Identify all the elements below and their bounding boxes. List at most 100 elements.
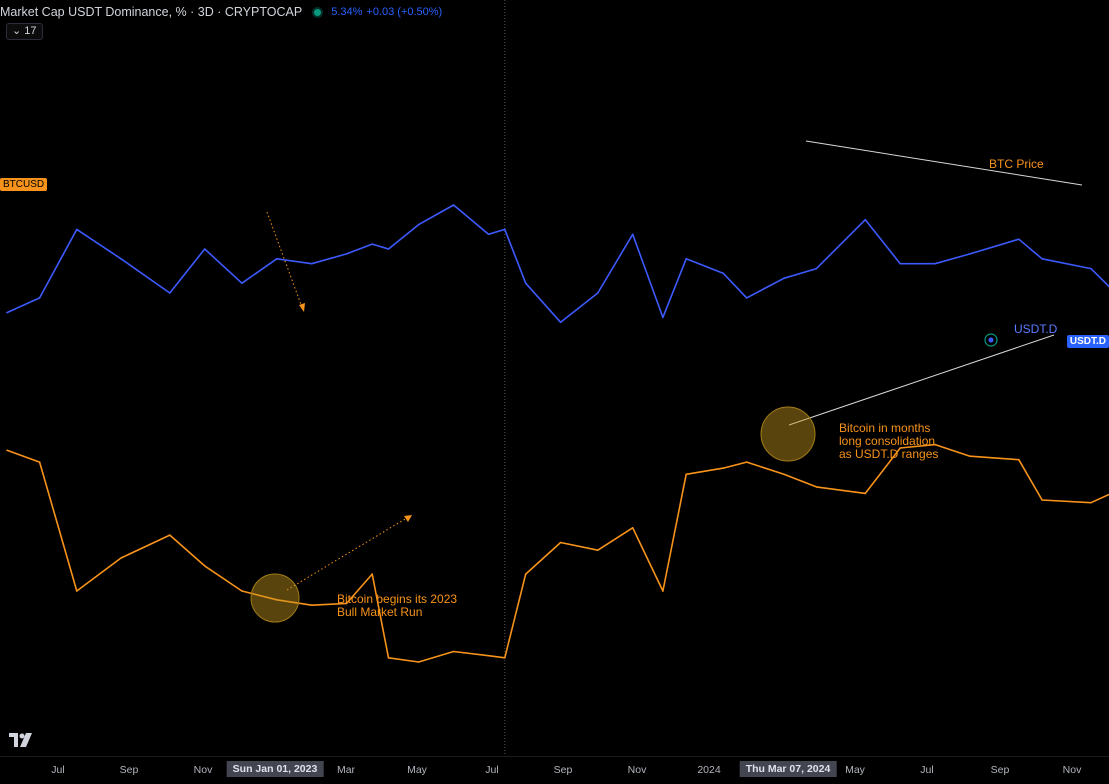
value-change: +0.03 (+0.50%) xyxy=(366,6,443,18)
data-point xyxy=(417,661,420,663)
series-layer xyxy=(6,204,1109,663)
data-point xyxy=(631,233,634,236)
data-point xyxy=(310,262,313,265)
consolidation-highlight-circle xyxy=(760,406,816,462)
consolidation-annotation: as USDT.D ranges xyxy=(839,447,938,461)
time-axis-label: Nov xyxy=(627,764,647,776)
data-point xyxy=(524,573,527,575)
series-line xyxy=(6,443,1109,663)
collapse-chevron-icon: ⌄ xyxy=(12,25,22,37)
data-point xyxy=(38,461,41,463)
data-point xyxy=(487,233,490,236)
bull-run-annotation: Bull Market Run xyxy=(337,605,422,619)
time-axis-label: Jul xyxy=(920,764,934,776)
data-point xyxy=(203,565,206,567)
usdt-d-label: USDT.D xyxy=(1014,322,1058,336)
data-point xyxy=(783,277,785,280)
data-point xyxy=(345,602,348,605)
time-axis-label: 2024 xyxy=(697,764,721,776)
data-point xyxy=(662,316,664,319)
chart-header: Market Cap USDT Dominance, % · 3D · CRYP… xyxy=(0,4,442,20)
data-point xyxy=(241,282,243,285)
btc-price-tag[interactable]: BTCUSD xyxy=(0,178,48,191)
last-value-marker-icon xyxy=(984,333,998,347)
usdt-decline-arrow xyxy=(266,211,304,311)
data-point xyxy=(662,590,664,592)
time-axis-label: Sep xyxy=(119,764,139,776)
data-point xyxy=(1018,458,1020,461)
time-axis-label: Jul xyxy=(51,764,65,776)
data-point xyxy=(722,272,725,275)
data-point xyxy=(597,292,599,294)
usdt-support-trendline xyxy=(788,334,1055,426)
data-point xyxy=(6,311,8,314)
data-point xyxy=(783,473,785,476)
market-status-icon xyxy=(314,8,322,16)
time-axis-label: May xyxy=(407,764,427,776)
data-point xyxy=(345,253,348,255)
time-axis-label: Sep xyxy=(990,764,1010,776)
data-point xyxy=(969,455,971,458)
data-point xyxy=(559,321,562,324)
time-axis-label: Mar xyxy=(336,764,356,776)
data-point xyxy=(1041,499,1043,501)
data-point xyxy=(722,467,725,469)
data-point xyxy=(815,486,818,488)
data-point xyxy=(6,449,8,452)
data-point xyxy=(685,473,687,476)
data-point xyxy=(76,590,78,592)
data-point xyxy=(1018,238,1020,240)
data-point xyxy=(120,557,122,559)
data-point xyxy=(417,223,420,226)
data-point xyxy=(276,599,278,601)
data-point xyxy=(387,657,390,659)
data-point xyxy=(559,541,562,544)
data-point xyxy=(899,447,901,449)
data-point xyxy=(524,282,527,285)
data-point xyxy=(487,654,490,657)
data-point xyxy=(1041,258,1043,260)
consolidation-annotation: long consolidation xyxy=(839,434,935,448)
time-axis-label: Nov xyxy=(193,764,213,776)
arrowhead-icon xyxy=(299,303,305,312)
data-point xyxy=(934,262,936,265)
bull-run-annotation: Bitcoin begins its 2023 xyxy=(337,592,457,606)
last-value-dot xyxy=(988,337,994,343)
btc-rise-arrow xyxy=(286,515,411,591)
btc-resistance-trendline xyxy=(805,140,1083,186)
consolidation-annotation: Bitcoin in months xyxy=(839,421,930,435)
data-point xyxy=(387,248,390,250)
btc-price-label: BTC Price xyxy=(989,157,1044,171)
data-point xyxy=(504,657,506,659)
data-point xyxy=(371,573,374,575)
time-axis-label: Sep xyxy=(553,764,573,776)
data-point xyxy=(76,228,78,231)
data-point xyxy=(934,443,936,446)
time-axis-label: Nov xyxy=(1062,764,1082,776)
data-point xyxy=(815,267,818,270)
data-point xyxy=(276,258,278,260)
data-point xyxy=(203,248,206,250)
chart-grid xyxy=(504,0,506,756)
data-point xyxy=(371,243,374,245)
time-axis-divider xyxy=(0,756,1109,757)
time-axis-label: Thu Mar 07, 2024 xyxy=(739,761,837,777)
drawing-overlay: BTC Price USDT.D Bitcoin begins its 2023Bu… xyxy=(250,140,1083,623)
data-point xyxy=(631,527,634,529)
series-usdt-d xyxy=(6,204,1109,324)
data-point xyxy=(120,258,122,260)
data-point xyxy=(864,492,867,495)
data-point xyxy=(745,297,748,299)
data-point xyxy=(685,258,687,260)
symbol-title[interactable]: Market Cap USDT Dominance, % · 3D · CRYP… xyxy=(0,5,303,19)
tradingview-logo-icon[interactable] xyxy=(9,733,35,747)
usdt-price-tag[interactable]: USDT.D xyxy=(1066,335,1109,348)
data-point xyxy=(597,549,599,551)
series-btcusd xyxy=(6,443,1109,663)
data-point xyxy=(969,253,971,255)
bull-run-highlight-circle xyxy=(250,573,300,623)
data-point xyxy=(310,604,313,606)
interval-badge[interactable]: ⌄ 17 xyxy=(6,23,43,40)
data-point xyxy=(241,590,243,592)
